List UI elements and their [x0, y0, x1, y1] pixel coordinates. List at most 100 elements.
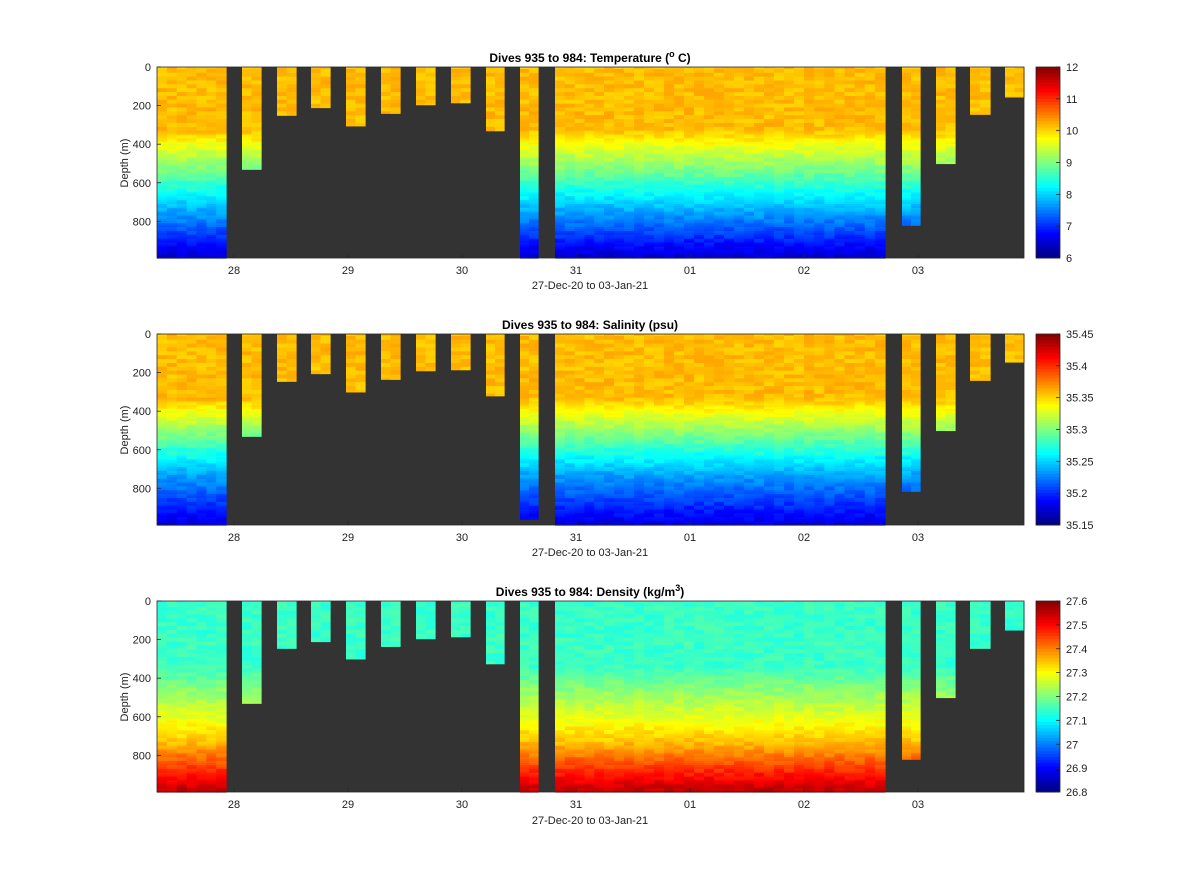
profile-cell [206, 188, 217, 192]
profile-cell [460, 84, 471, 87]
profile-cell [555, 175, 566, 178]
profile-cell [555, 223, 566, 226]
profile-cell [714, 142, 725, 145]
profile-cell [594, 94, 605, 97]
profile-cell [574, 115, 585, 118]
profile-cell [704, 140, 715, 143]
profile-cell [704, 175, 715, 178]
profile-cell [714, 163, 725, 166]
profile-cell [251, 159, 262, 163]
profile-cell [216, 157, 227, 161]
profile-cell [564, 209, 576, 213]
dive-profile [902, 67, 921, 226]
profile-cell [176, 157, 188, 161]
profile-cell [654, 240, 665, 244]
profile-cell [574, 82, 585, 85]
profile-cell [574, 95, 585, 99]
profile-cell [564, 153, 576, 157]
profile-cell [574, 88, 585, 91]
profile-cell [734, 84, 745, 87]
profile-cell [624, 190, 635, 193]
profile-cell [176, 109, 188, 112]
profile-cell [176, 196, 188, 199]
profile-cell [704, 88, 715, 91]
profile-cell [157, 151, 168, 155]
profile-cell [460, 99, 471, 103]
profile-cell [614, 68, 625, 72]
profile-cell [684, 196, 695, 199]
profile-cell [674, 130, 685, 134]
profile-cell [564, 86, 576, 89]
profile-cell [654, 155, 665, 159]
profile-cell [176, 178, 188, 182]
profile-cell [644, 240, 655, 244]
profile-cell [724, 121, 735, 124]
profile-cell [674, 74, 685, 78]
profile-cell [460, 95, 471, 99]
profile-cell [584, 90, 595, 93]
profile-cell [206, 217, 217, 221]
profile-cell [614, 205, 625, 209]
profile-cell [176, 153, 188, 157]
profile-cell [594, 250, 605, 253]
profile-cell [564, 254, 576, 257]
profile-cell [664, 103, 675, 107]
profile-cell [694, 144, 705, 147]
profile-cell [574, 107, 585, 111]
profile-cell [594, 205, 605, 209]
profile-cell [564, 173, 576, 176]
profile-cell [216, 103, 227, 107]
profile-cell [216, 142, 227, 145]
profile-cell [166, 238, 178, 242]
profile-cell [529, 246, 539, 249]
profile-cell [555, 113, 566, 116]
profile-cell [684, 105, 695, 109]
profile-cell [674, 124, 685, 128]
profile-cell [624, 242, 635, 246]
profile-cell [564, 213, 576, 217]
profile-cell [286, 88, 297, 91]
profile-cell [664, 194, 675, 197]
profile-cell [176, 176, 188, 180]
profile-cell [594, 221, 605, 224]
profile-cell [594, 230, 605, 234]
profile-cell [186, 196, 198, 199]
profile-cell [694, 188, 705, 192]
profile-cell [460, 92, 471, 95]
profile-cell [520, 246, 530, 249]
profile-cell [654, 95, 665, 99]
profile-cell [529, 188, 539, 192]
profile-cell [425, 88, 436, 91]
profile-cell [196, 227, 207, 230]
profile-cell [555, 188, 566, 192]
profile-cell [744, 169, 755, 172]
profile-cell [664, 126, 675, 130]
profile-cell [529, 88, 539, 91]
profile-cell [486, 103, 496, 107]
profile-cell [624, 130, 635, 134]
profile-cell [714, 184, 725, 188]
profile-cell [390, 86, 401, 89]
profile-cell [604, 97, 615, 101]
profile-cell [684, 136, 695, 139]
profile-cell [744, 203, 755, 207]
profile-cell [355, 88, 366, 91]
profile-cell [157, 207, 168, 211]
profile-cell [704, 92, 715, 95]
profile-cell [624, 88, 635, 91]
profile-cell [206, 132, 217, 136]
profile-cell [664, 163, 675, 166]
profile-cell [196, 138, 207, 141]
profile-cell [346, 80, 357, 84]
profile-cell [555, 207, 566, 211]
profile-cell [594, 223, 605, 226]
profile-cell [714, 122, 725, 126]
profile-cell [311, 95, 322, 99]
profile-cell [664, 151, 675, 155]
profile-cell [574, 84, 585, 87]
profile-cell [216, 72, 227, 76]
profile-cell [555, 122, 566, 126]
profile-cell [520, 215, 530, 219]
profile-cell [242, 148, 253, 151]
profile-cell [584, 80, 595, 84]
